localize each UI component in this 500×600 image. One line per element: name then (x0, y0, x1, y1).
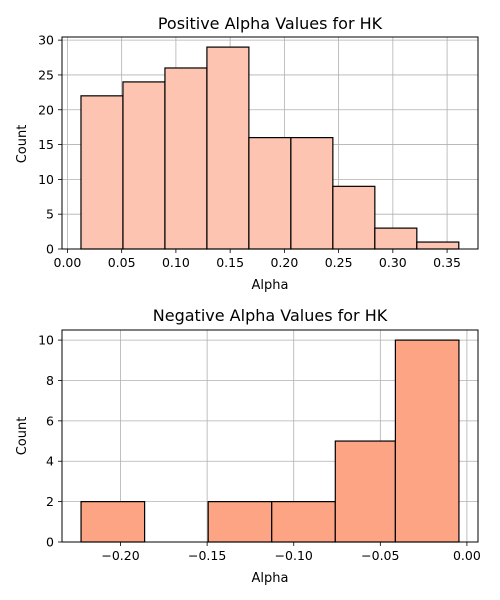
y-tick-label: 10 (38, 172, 54, 187)
y-tick-label: 10 (38, 333, 54, 348)
bars (80, 46, 460, 250)
x-tick-label: −0.05 (361, 548, 399, 563)
x-tick-label: 0.35 (433, 255, 461, 270)
histogram-bar (248, 137, 292, 250)
histogram-bar (206, 46, 250, 250)
histogram-bar (271, 501, 336, 543)
x-tick-label: −0.15 (188, 548, 226, 563)
histogram-bar (290, 137, 334, 250)
histogram-bar (416, 241, 460, 250)
histogram-bar (80, 501, 146, 543)
x-tick-label: 0.00 (453, 548, 481, 563)
y-tick-label: 20 (38, 102, 54, 117)
x-axis-label: Alpha (252, 571, 289, 586)
positive-alpha-histogram: Positive Alpha Values for HK 0.00 0.05 0.1… (15, 14, 479, 293)
x-tick-label: 0.20 (270, 255, 298, 270)
x-tick-label: 0.30 (379, 255, 407, 270)
y-tick-label: 0 (46, 242, 54, 257)
histogram-bar (374, 227, 418, 250)
histogram-bar (334, 440, 396, 543)
y-tick-label: 4 (46, 454, 54, 469)
y-tick-label: 30 (38, 33, 54, 48)
negative-alpha-histogram: Negative Alpha Values for HK −0.20 −0.15−… (15, 306, 481, 586)
y-tick-label: 0 (46, 535, 54, 550)
y-tick-label: 15 (38, 137, 54, 152)
ticks: −0.20 −0.15 −0.10 −0.05 0.00 0 2 4 6 8 10 (38, 333, 481, 563)
histogram-bar (122, 81, 166, 250)
x-tick-label: 0.00 (54, 255, 82, 270)
x-tick-label: 0.25 (325, 255, 353, 270)
y-tick-label: 6 (46, 413, 54, 428)
histogram-bar (394, 339, 460, 543)
x-tick-label: 0.15 (216, 255, 244, 270)
y-axis-label: Count (15, 125, 30, 164)
chart-title: Negative Alpha Values for HK (153, 306, 388, 325)
y-tick-label: 2 (46, 494, 54, 509)
x-tick-label: −0.10 (275, 548, 313, 563)
plot-frame (61, 329, 479, 543)
plot-frame (61, 36, 479, 250)
y-tick-label: 25 (38, 67, 54, 82)
y-tick-label: 8 (46, 373, 54, 388)
chart-title: Positive Alpha Values for HK (158, 14, 383, 33)
x-axis-label: Alpha (252, 278, 289, 293)
bars (80, 339, 460, 543)
ticks: 0.00 0.05 0.10 0.15 0.20 0.25 0.30 0.35 0 5 10 15 20… (38, 33, 461, 270)
x-tick-label: 0.10 (162, 255, 190, 270)
histogram-bar (207, 501, 273, 543)
histogram-bar (332, 185, 376, 250)
y-axis-label: Count (15, 417, 30, 456)
x-tick-label: −0.20 (101, 548, 139, 563)
histogram-bar (164, 67, 208, 250)
y-tick-label: 5 (46, 207, 54, 222)
x-tick-label: 0.05 (108, 255, 136, 270)
histogram-bar (80, 95, 124, 250)
